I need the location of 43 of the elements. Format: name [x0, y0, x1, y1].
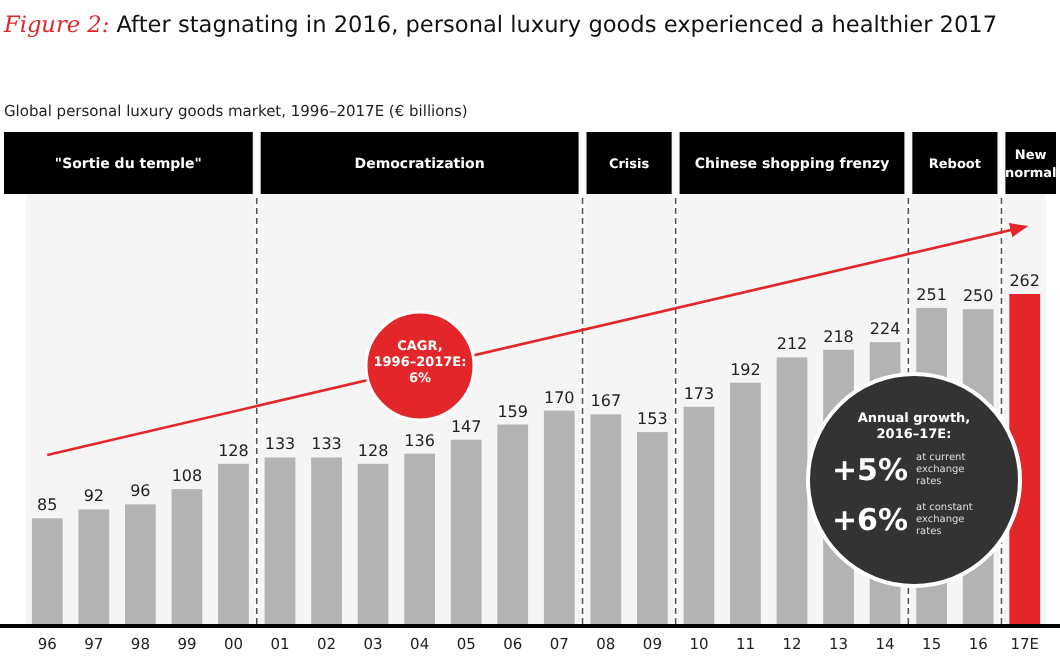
data-label: 212 — [776, 335, 808, 354]
data-label: 192 — [730, 360, 761, 379]
bar — [404, 453, 435, 626]
bar — [450, 439, 482, 626]
bar — [78, 509, 110, 626]
annotation: +5% — [831, 452, 908, 488]
data-label: 250 — [962, 287, 994, 306]
bar — [776, 357, 808, 626]
bar — [125, 504, 156, 626]
bar — [264, 457, 296, 626]
data-label: 167 — [590, 392, 622, 411]
bar — [730, 382, 761, 626]
chart-title: Figure 2: After stagnating in 2016, personal luxury goods experienced a healthier 2017 — [2, 12, 998, 38]
bar — [1009, 294, 1041, 626]
annotation: +6% — [831, 502, 908, 538]
bar — [357, 463, 389, 626]
data-label: 96 — [130, 482, 151, 501]
bar — [543, 410, 575, 626]
bar — [311, 457, 342, 626]
data-label: 128 — [218, 441, 249, 460]
data-label: 147 — [450, 417, 482, 436]
data-label: 224 — [869, 320, 901, 339]
bar — [171, 489, 203, 626]
data-label: 173 — [683, 384, 715, 403]
data-label: 133 — [311, 435, 342, 454]
data-label: 136 — [404, 431, 435, 450]
data-label: 153 — [637, 410, 668, 429]
data-label: 92 — [83, 487, 105, 506]
bar — [497, 424, 529, 626]
data-label: 170 — [543, 388, 575, 407]
bar — [590, 414, 622, 626]
bar — [31, 518, 63, 626]
bar — [683, 406, 715, 626]
data-label: 108 — [171, 467, 203, 486]
bar — [218, 463, 249, 626]
data-label: 218 — [823, 327, 854, 346]
data-label: 85 — [37, 496, 58, 515]
bar — [637, 432, 668, 626]
data-label: 262 — [1009, 272, 1041, 290]
data-label: 159 — [497, 402, 529, 421]
data-label: 128 — [357, 441, 389, 460]
data-label: 133 — [264, 435, 296, 454]
data-label: 251 — [916, 285, 947, 304]
